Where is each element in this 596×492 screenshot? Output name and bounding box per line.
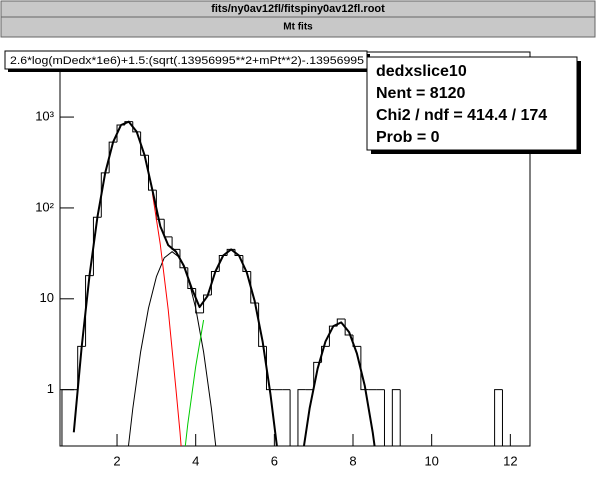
histogram-bin	[501, 389, 503, 446]
y-tick-label: 1	[47, 381, 54, 396]
x-tick-label: 10	[424, 453, 438, 468]
histogram-bin	[289, 389, 291, 446]
y-tick-label: 10³	[35, 109, 54, 124]
stats-box	[366, 56, 578, 151]
histogram-bin	[77, 345, 86, 390]
x-tick-label: 8	[349, 453, 356, 468]
fit-curve	[151, 193, 182, 446]
plot-area	[61, 120, 503, 446]
histogram-bin	[100, 172, 110, 218]
histogram-bin	[391, 389, 401, 446]
histogram-bin	[352, 334, 361, 347]
stats-line: dedxslice10	[376, 63, 467, 80]
x-tick-label: 2	[113, 453, 120, 468]
x-tick-label: 4	[192, 453, 199, 468]
histogram-bin	[92, 216, 102, 276]
histogram-bin	[147, 155, 157, 191]
histogram-bin	[399, 389, 401, 446]
stats-line: Prob = 0	[376, 129, 440, 146]
histogram-bin	[140, 131, 149, 156]
x-tick-label: 12	[503, 453, 517, 468]
stats-line: Nent = 8120	[376, 85, 465, 102]
histogram-bin	[85, 275, 94, 347]
histogram-bin	[383, 389, 385, 446]
x-tick-label: 6	[271, 453, 278, 468]
histogram-bin	[210, 270, 220, 296]
chart-subtitle: Mt fits	[283, 22, 313, 33]
chart-title: fits/ny0av12fl/fitspiny0av12fl.root	[211, 3, 385, 15]
histogram-bin	[494, 389, 503, 446]
histogram-bin	[242, 255, 251, 272]
fit-curve	[184, 319, 205, 446]
y-tick-label: 10	[40, 290, 54, 305]
histogram-bin	[108, 141, 118, 173]
stats: dedxslice10 Nent = 8120 Chi2 / ndf = 414.4…	[376, 63, 547, 146]
formula: 2.6*log(mDedx*1e6)+1.5:(sqrt(.13956995**…	[10, 55, 364, 67]
histogram-bin	[297, 389, 306, 446]
histogram-bin	[132, 121, 141, 133]
stats-line: Chi2 / ndf = 414.4 / 174	[376, 107, 547, 124]
title-bar	[0, 0, 596, 38]
fit-curve	[72, 120, 376, 446]
y-tick-label: 10²	[35, 199, 54, 214]
fit-curve	[127, 251, 217, 446]
